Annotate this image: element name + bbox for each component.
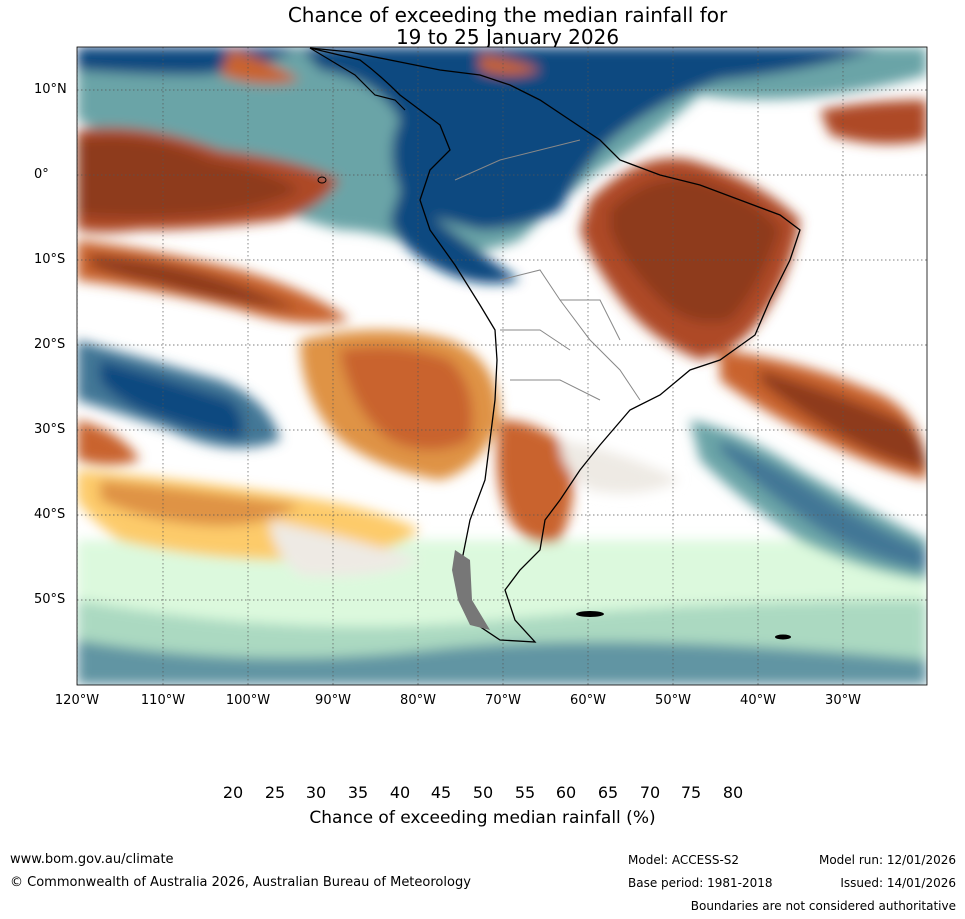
colorbar-tick: 30	[305, 783, 327, 802]
lon-label: 100°W	[225, 693, 271, 708]
lat-label: 40°S	[34, 507, 66, 522]
title-line-2: 19 to 25 January 2026	[395, 25, 620, 49]
colorbar-tick: 35	[347, 783, 369, 802]
colorbar-tick: 65	[597, 783, 619, 802]
rainfall-map	[76, 46, 928, 686]
lat-label: 50°S	[34, 592, 66, 607]
colorbar-tick: 20	[222, 783, 244, 802]
lat-label: 10°S	[34, 252, 66, 267]
colorbar-tick: 25	[264, 783, 286, 802]
lon-label: 110°W	[140, 693, 186, 708]
central-america-coastline	[309, 47, 406, 111]
map-title: Chance of exceeding the median rainfall …	[0, 4, 965, 48]
lon-label: 40°W	[740, 693, 776, 708]
lon-label: 90°W	[315, 693, 351, 708]
colorbar-tick: 45	[430, 783, 452, 802]
title-line-1: Chance of exceeding the median rainfall …	[287, 3, 728, 27]
colorbar-tick: 55	[514, 783, 536, 802]
colorbar-label: Chance of exceeding median rainfall (%)	[309, 808, 656, 828]
lat-label: 30°S	[34, 422, 66, 437]
model-run-text: Model run: 12/01/2026	[818, 853, 956, 867]
lat-label: 0°	[34, 167, 49, 182]
colorbar-tick: 70	[639, 783, 661, 802]
lon-label: 80°W	[400, 693, 436, 708]
issued-text: Issued: 14/01/2026	[840, 876, 956, 890]
colorbar-tick: 60	[555, 783, 577, 802]
disclaimer-text: Boundaries are not considered authoritat…	[690, 899, 956, 913]
country-borders	[454, 139, 641, 401]
probability-field	[77, 47, 927, 685]
colorbar-tick: 80	[722, 783, 744, 802]
lon-label: 60°W	[570, 693, 606, 708]
lon-label: 30°W	[825, 693, 861, 708]
website-link[interactable]: www.bom.gov.au/climate	[10, 852, 174, 867]
model-text: Model: ACCESS-S2	[628, 853, 740, 867]
lon-label: 70°W	[485, 693, 521, 708]
colorbar-tick: 40	[389, 783, 411, 802]
south-america-coastline	[309, 47, 801, 643]
map-frame	[76, 46, 928, 686]
lat-label: 20°S	[34, 337, 66, 352]
lat-label: 10°N	[34, 82, 67, 97]
colorbar-tick: 50	[472, 783, 494, 802]
colorbar-tick: 75	[680, 783, 702, 802]
lon-label: 120°W	[54, 693, 100, 708]
base-period-text: Base period: 1981-2018	[628, 876, 773, 890]
copyright-text: © Commonwealth of Australia 2026, Austra…	[10, 875, 471, 890]
lon-label: 50°W	[655, 693, 691, 708]
graticule	[77, 47, 927, 685]
